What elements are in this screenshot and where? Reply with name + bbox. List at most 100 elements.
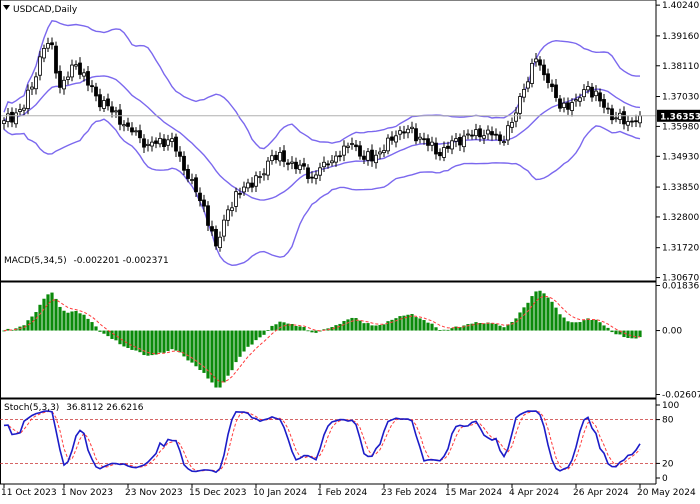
candle-body	[490, 131, 494, 136]
candle-body	[506, 125, 510, 141]
candle-body	[210, 226, 214, 232]
candle-body	[166, 139, 170, 146]
bollinger-lower-band	[3, 118, 641, 267]
price-tick-label: 1.31720	[662, 244, 699, 254]
candle-body	[542, 64, 546, 76]
candle-body	[278, 152, 282, 162]
candle-body	[182, 155, 186, 171]
candle-body	[378, 151, 382, 155]
macd-bar	[338, 323, 342, 331]
candle-body	[90, 85, 94, 88]
macd-bar	[590, 319, 594, 331]
macd-bar	[178, 330, 182, 353]
time-tick-label: 10 Jan 2024	[253, 488, 307, 498]
macd-bar	[294, 325, 298, 331]
candle-body	[46, 43, 50, 49]
macd-bar	[158, 330, 162, 353]
macd-bar	[634, 330, 638, 339]
macd-bar	[390, 319, 394, 331]
candle-body	[202, 199, 206, 207]
macd-bar	[62, 310, 66, 331]
candle-body	[238, 192, 242, 195]
macd-bar	[198, 330, 202, 371]
macd-bar	[438, 330, 442, 331]
stoch-tick-label: 100	[662, 401, 679, 411]
candle-body	[606, 107, 610, 110]
macd-bar	[518, 312, 522, 331]
stochastic-panel[interactable]: 100 80 20 0 Stoch(5,3,3) 36.8112 26.6216	[0, 0, 679, 485]
macd-bar	[470, 323, 474, 331]
price-tick-label: 1.32800	[662, 213, 699, 223]
candle-body	[30, 86, 34, 90]
macd-values: -0.002201 -0.002371	[74, 256, 169, 266]
candle-body	[346, 145, 350, 148]
candle-body	[414, 128, 418, 142]
candle-body	[134, 130, 138, 133]
macd-bar	[382, 324, 386, 331]
macd-bar	[638, 330, 642, 338]
candle-body	[86, 71, 90, 86]
macd-bar	[2, 330, 6, 332]
macd-bar	[174, 330, 178, 351]
macd-bar	[258, 330, 262, 338]
macd-bar	[150, 330, 154, 356]
candle-body	[350, 143, 354, 145]
macd-bar	[242, 330, 246, 352]
candle-body	[262, 173, 266, 176]
macd-bar	[414, 317, 418, 331]
macd-bar	[254, 330, 258, 341]
macd-bar	[230, 330, 234, 371]
macd-bar	[138, 330, 142, 353]
candle-body	[334, 155, 338, 163]
candle-body	[626, 121, 630, 126]
symbol-dropdown-icon[interactable]	[3, 5, 10, 10]
macd-bar	[166, 330, 170, 352]
symbol-label: USDCAD,Daily	[13, 5, 78, 15]
macd-bar	[194, 330, 198, 367]
macd-panel[interactable]: 0.018367 0.00 -0.026076 MACD(5,34,5) -0.00…	[0, 252, 700, 401]
candle-body	[566, 102, 570, 110]
macd-bar	[122, 330, 126, 347]
macd-bar	[202, 330, 206, 373]
macd-bar	[94, 326, 98, 331]
candle-body	[546, 73, 550, 83]
macd-bar	[602, 325, 606, 331]
candle-body	[438, 152, 442, 157]
candle-body	[570, 102, 574, 111]
macd-bar	[66, 312, 70, 331]
time-tick-label: 11 Oct 2023	[1, 488, 57, 498]
candle-body	[38, 56, 42, 76]
stoch-label: Stoch(5,3,3) 36.8112 26.6216	[4, 403, 144, 413]
macd-bar	[614, 330, 618, 335]
macd-bar	[190, 330, 194, 363]
macd-bar	[102, 330, 106, 334]
candle-body	[6, 113, 10, 123]
macd-tick-label: -0.026076	[662, 391, 700, 401]
candle-body	[486, 129, 490, 135]
time-tick-label: 15 Dec 2023	[189, 488, 247, 498]
macd-bar	[330, 327, 334, 331]
time-tick-label: 15 Mar 2024	[445, 488, 502, 498]
time-tick-label: 23 Feb 2024	[381, 488, 437, 498]
candle-body	[338, 155, 342, 158]
macd-bar	[522, 307, 526, 331]
candle-body	[470, 134, 474, 137]
time-tick-label: 20 May 2024	[637, 488, 696, 498]
macd-bar	[586, 318, 590, 331]
candle-body	[538, 59, 542, 66]
candle-body	[434, 142, 438, 155]
price-panel[interactable]: 1.40240 1.39160 1.38110 1.37030 1.35980 1.349…	[0, 0, 700, 284]
macd-bar	[58, 306, 62, 331]
macd-bar	[30, 316, 34, 331]
macd-bar	[10, 329, 14, 331]
candle-body	[142, 138, 146, 148]
macd-bar	[314, 330, 318, 333]
bollinger-middle-band	[3, 75, 641, 201]
candle-body	[310, 176, 314, 179]
macd-bar	[118, 330, 122, 345]
macd-bar	[550, 301, 554, 331]
macd-tick-label: 0.00	[662, 327, 682, 337]
time-tick-label: 26 Apr 2024	[573, 488, 629, 498]
